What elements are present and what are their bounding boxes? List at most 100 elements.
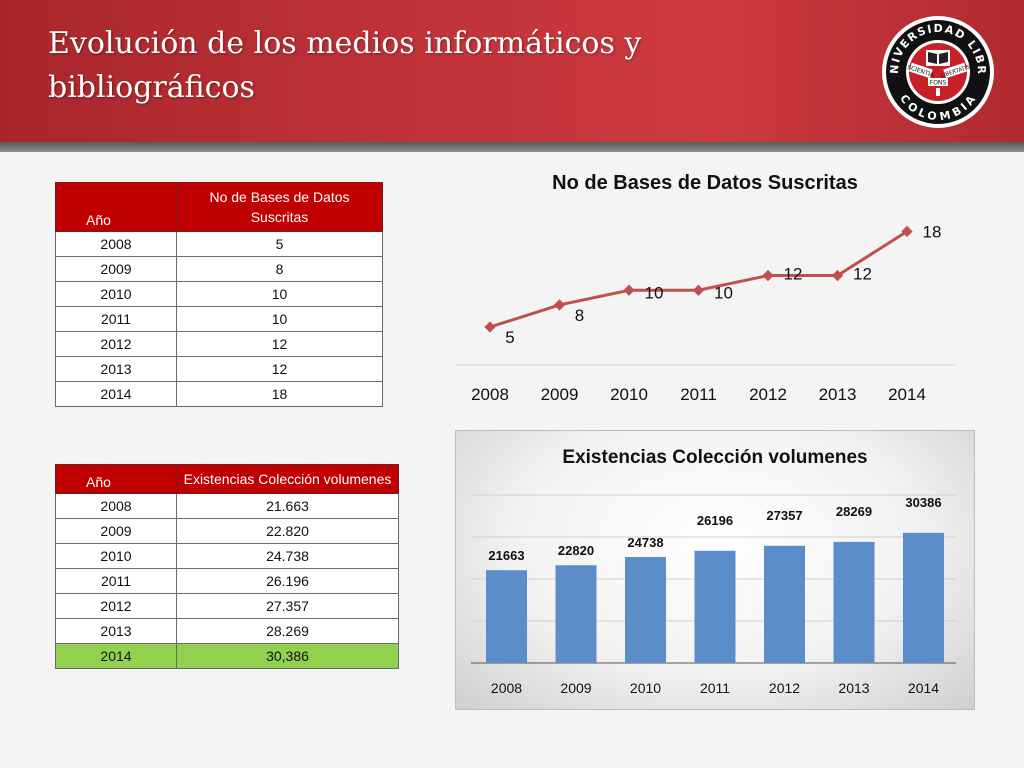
year-cell: 2012 <box>55 331 177 357</box>
table-row: 2012 12 <box>55 331 383 357</box>
volumes-chart-panel: Existencias Colección volumenes 21663 200… <box>455 430 975 710</box>
university-seal-icon: UNIVERSIDAD LIBRE COLOMBIA SCIENTIA LIBE… <box>880 14 994 128</box>
bar <box>694 550 736 663</box>
line-chart-title: No de Bases de Datos Suscritas <box>552 172 858 194</box>
data-label: 27357 <box>766 508 802 523</box>
value-cell: 10 <box>176 281 383 307</box>
databases-table: Año No de Bases de Datos Suscritas 2008 5… <box>55 182 383 407</box>
data-label: 28269 <box>836 504 872 519</box>
table-row: 2013 12 <box>55 356 383 382</box>
year-cell: 2012 <box>55 593 177 619</box>
data-label: 8 <box>575 306 584 325</box>
table-row: 2008 21.663 <box>55 493 399 519</box>
x-tick-label: 2011 <box>680 385 717 404</box>
databases-table-body: 2008 5 2009 8 2010 10 2011 10 2012 12 2013 12 2014 18 <box>55 231 383 407</box>
year-cell: 2011 <box>55 306 177 332</box>
x-tick-label: 2013 <box>819 385 857 404</box>
bar <box>833 541 875 663</box>
x-tick-label: 2009 <box>541 385 579 404</box>
value-cell: 26.196 <box>176 568 399 594</box>
line-point <box>831 269 844 282</box>
data-label: 21663 <box>488 548 524 563</box>
line-point <box>623 284 635 296</box>
table-row: 2011 26.196 <box>55 568 399 594</box>
volumes-bar-chart: 21663 2008 22820 2009 24738 2010 26196 2011 2735… <box>471 494 956 696</box>
value-cell: 30,386 <box>176 643 399 669</box>
x-tick-label: 2012 <box>769 680 800 696</box>
line-point <box>762 269 774 282</box>
year-cell: 2008 <box>55 493 177 519</box>
year-cell: 2010 <box>55 281 177 307</box>
volumes-column-header: Existencias Colección volumenes <box>176 464 399 494</box>
year-cell: 2010 <box>55 543 177 569</box>
table-row: 2010 10 <box>55 281 383 307</box>
page-title: Evolución de los medios informáticos y b… <box>48 26 642 105</box>
table-row: 2009 8 <box>55 256 383 282</box>
x-tick-label: 2014 <box>888 385 926 404</box>
value-cell: 18 <box>176 381 383 407</box>
data-label: 18 <box>923 222 942 241</box>
year-cell: 2014 <box>55 381 177 407</box>
data-label: 10 <box>714 283 733 302</box>
databases-line-chart: 5 2008 8 2009 10 2010 10 2011 12 2012 12 2013 18 2014 <box>455 222 955 404</box>
data-label: 22820 <box>558 543 594 558</box>
volumes-table-body: 2008 21.663 2009 22.820 2010 24.738 2011 26.196… <box>55 493 399 669</box>
table-row: 2008 5 <box>55 231 383 257</box>
databases-column-header: No de Bases de Datos Suscritas <box>176 182 383 232</box>
year-cell: 2013 <box>55 356 177 382</box>
header-divider <box>0 142 1024 152</box>
x-tick-label: 2008 <box>471 385 509 404</box>
line-point <box>692 284 705 296</box>
x-tick-label: 2013 <box>838 680 869 696</box>
value-cell: 28.269 <box>176 618 399 644</box>
bar <box>555 565 597 663</box>
value-cell: 5 <box>176 231 383 257</box>
header-banner <box>0 0 1024 142</box>
data-label: 10 <box>645 283 664 302</box>
line-series <box>489 230 908 329</box>
x-tick-label: 2009 <box>560 680 591 696</box>
bar <box>625 557 666 663</box>
table-row: 2010 24.738 <box>55 543 399 569</box>
value-cell: 12 <box>176 331 383 357</box>
data-label: 24738 <box>627 535 663 550</box>
line-point <box>484 321 496 333</box>
year-cell: 2008 <box>55 231 177 257</box>
table-row: 2014 30,386 <box>55 643 399 669</box>
value-cell: 12 <box>176 356 383 382</box>
data-label: 12 <box>784 265 803 284</box>
bar <box>764 545 805 663</box>
data-label: 30386 <box>905 495 941 510</box>
value-cell: 8 <box>176 256 383 282</box>
year-cell: 2014 <box>55 643 177 669</box>
data-label: 26196 <box>697 513 733 528</box>
year-column-header: Año <box>55 464 177 494</box>
x-tick-label: 2011 <box>700 680 730 696</box>
table-row: 2009 22.820 <box>55 518 399 544</box>
line-point <box>553 299 566 311</box>
value-cell: 24.738 <box>176 543 399 569</box>
bar-chart-title: Existencias Colección volumenes <box>562 447 868 468</box>
volumes-table: Año Existencias Colección volumenes 2008… <box>55 464 399 669</box>
x-tick-label: 2008 <box>491 680 522 696</box>
year-cell: 2009 <box>55 518 177 544</box>
table-row: 2012 27.357 <box>55 593 399 619</box>
year-column-header: Año <box>55 182 177 232</box>
value-cell: 22.820 <box>176 518 399 544</box>
x-tick-label: 2010 <box>610 385 648 404</box>
value-cell: 27.357 <box>176 593 399 619</box>
x-tick-label: 2010 <box>630 680 661 696</box>
bar <box>903 532 944 663</box>
x-tick-label: 2014 <box>908 680 939 696</box>
x-tick-label: 2012 <box>749 385 787 404</box>
table-row: 2011 10 <box>55 306 383 332</box>
year-cell: 2011 <box>55 568 177 594</box>
data-label: 12 <box>853 265 872 284</box>
table-row: 2014 18 <box>55 381 383 407</box>
year-cell: 2009 <box>55 256 177 282</box>
value-cell: 10 <box>176 306 383 332</box>
bar <box>486 570 527 663</box>
value-cell: 21.663 <box>176 493 399 519</box>
year-cell: 2013 <box>55 618 177 644</box>
table-header-row: Año Existencias Colección volumenes <box>55 464 399 494</box>
